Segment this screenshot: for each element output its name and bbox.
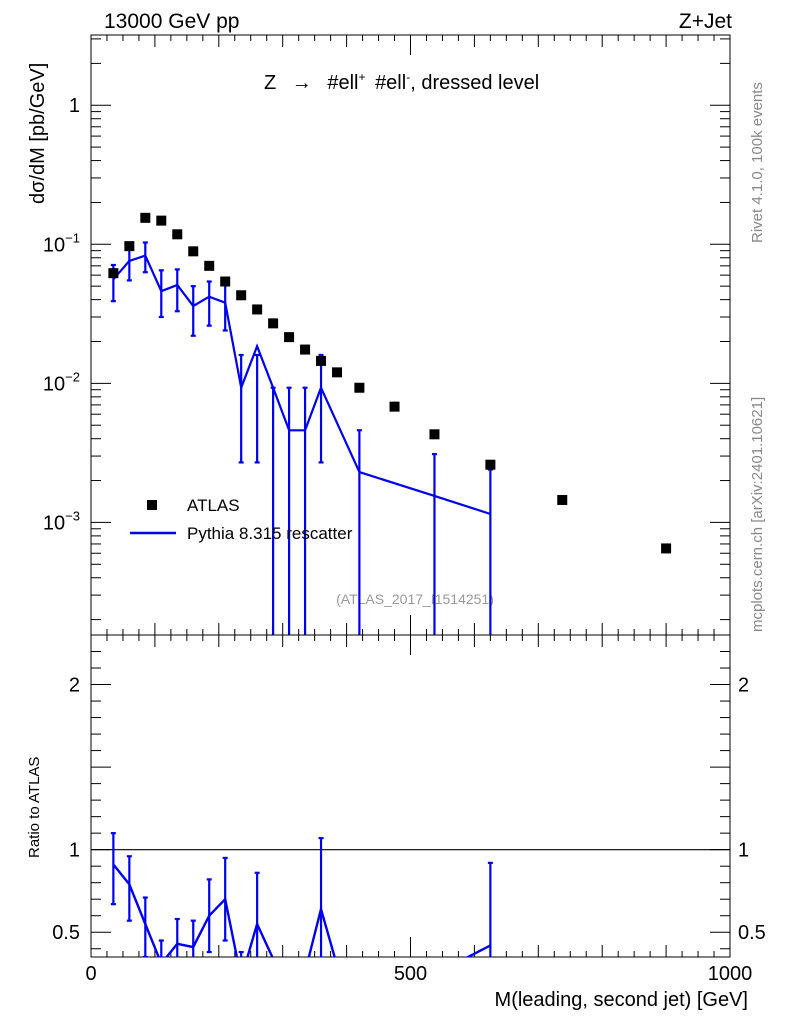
ytick-label-base: 10 xyxy=(43,512,65,534)
title-sup-1: + xyxy=(358,70,365,84)
atlas-data-point xyxy=(236,290,247,301)
ratio-xtick-labels: 0 500 1000 xyxy=(85,963,752,985)
ratio-ytick-label-left: 2 xyxy=(69,675,80,697)
title-prefix: Z xyxy=(264,72,276,94)
atlas-data-point xyxy=(284,332,295,343)
atlas-data-point xyxy=(188,246,199,257)
main-ytick-label: 10−3 xyxy=(43,508,80,534)
ratio-ytick-labels: 2 2 1 1 0.5 0.5 xyxy=(52,675,766,945)
atlas-data-point xyxy=(268,318,279,329)
ytick-label-exponent: −2 xyxy=(65,369,80,384)
title-arrow: → xyxy=(292,72,312,94)
atlas-data-point xyxy=(172,229,183,240)
watermark: (ATLAS_2017_I1514251) xyxy=(336,591,494,607)
atlas-data-point xyxy=(252,304,263,315)
atlas-data-point xyxy=(354,382,365,393)
title-suffix: , dressed level xyxy=(410,72,539,94)
atlas-data-point xyxy=(108,268,119,279)
atlas-data-point xyxy=(300,344,311,355)
ytick-label-base: 10 xyxy=(43,373,65,395)
legend-label-atlas: ATLAS xyxy=(187,496,240,515)
xlabel: M(leading, second jet) [GeV] xyxy=(495,989,748,1011)
ratio-ticks xyxy=(90,634,731,957)
xtick-label: 500 xyxy=(394,963,427,985)
ratio-plot-frame xyxy=(90,634,731,958)
atlas-data-point xyxy=(429,429,440,440)
ytick-label-base: 10 xyxy=(43,234,65,256)
process-label: Z+Jet xyxy=(679,10,732,33)
main-mc-series xyxy=(110,241,493,635)
ratio-ytick-label-right: 0.5 xyxy=(738,922,766,944)
title-lepton-1: #ell xyxy=(327,72,358,94)
main-ytick-label: 1 xyxy=(69,95,80,117)
legend-label-mc: Pythia 8.315 rescatter xyxy=(187,524,353,543)
ratio-mc-series xyxy=(110,832,493,957)
atlas-data-point xyxy=(220,276,231,287)
main-ylabel: dσ/dM [pb/GeV] xyxy=(27,63,49,204)
xtick-label: 1000 xyxy=(708,963,753,985)
ratio-ytick-label-left: 1 xyxy=(69,840,80,862)
ratio-ytick-label-right: 1 xyxy=(738,840,749,862)
ratio-ytick-label-left: 0.5 xyxy=(52,922,80,944)
atlas-data-point xyxy=(140,212,151,223)
atlas-data-point xyxy=(124,241,135,252)
ratio-panel: 2 2 1 1 0.5 0.5 0 500 1000 Ratio to ATLAS M(lea… xyxy=(26,634,766,1011)
atlas-data-point xyxy=(332,367,343,378)
xtick-label: 0 xyxy=(85,963,96,985)
main-panel: 110−110−210−3 dσ/dM [pb/GeV] Z → #ell+ #… xyxy=(27,34,731,636)
main-ytick-label: 10−2 xyxy=(43,369,80,395)
title-sup-2: - xyxy=(406,70,410,84)
atlas-data-point xyxy=(389,401,400,412)
atlas-data-point xyxy=(156,215,167,226)
main-plot-frame xyxy=(90,34,731,636)
ratio-ylabel: Ratio to ATLAS xyxy=(26,757,43,858)
rivet-label: Rivet 4.1.0, 100k events xyxy=(749,82,766,243)
energy-label: 13000 GeV pp xyxy=(104,10,239,33)
atlas-data-point xyxy=(204,260,215,271)
main-data-series xyxy=(108,212,672,554)
ytick-label-exponent: −1 xyxy=(65,230,80,245)
atlas-data-point xyxy=(316,355,327,366)
legend: ATLAS Pythia 8.315 rescatter xyxy=(130,496,353,543)
legend-marker-atlas xyxy=(147,500,157,510)
title-lepton-2: #ell xyxy=(375,72,406,94)
svg-text:Z → #ell+: Z → #ell+ #ell-, dressed level xyxy=(264,64,539,94)
atlas-data-point xyxy=(661,543,672,554)
main-ticks xyxy=(90,35,731,635)
atlas-data-point xyxy=(557,494,568,505)
main-title: Z → #ell+ #ell-, dressed level xyxy=(264,64,539,94)
ytick-label-exponent: −3 xyxy=(65,508,80,523)
ratio-ytick-label-right: 2 xyxy=(738,675,749,697)
atlas-data-point xyxy=(485,459,496,470)
main-ytick-label: 10−1 xyxy=(43,230,80,256)
mcplots-label: mcplots.cern.ch [arXiv:2401.10621] xyxy=(749,397,766,632)
ratio-mc-line xyxy=(112,863,491,957)
main-ytick-labels: 110−110−210−3 xyxy=(43,95,80,534)
